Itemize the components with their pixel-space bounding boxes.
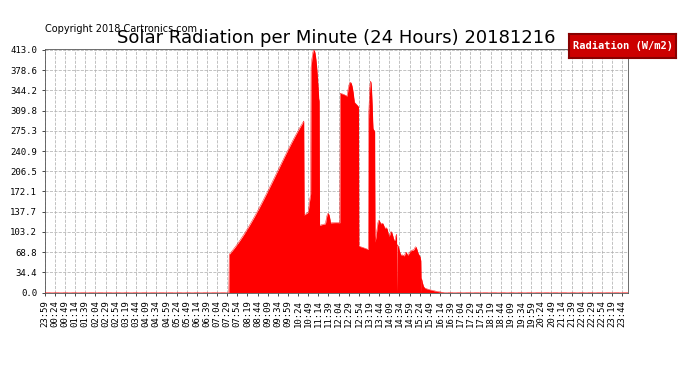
- Text: Radiation (W/m2): Radiation (W/m2): [573, 41, 673, 51]
- Text: Copyright 2018 Cartronics.com: Copyright 2018 Cartronics.com: [45, 24, 197, 34]
- Title: Solar Radiation per Minute (24 Hours) 20181216: Solar Radiation per Minute (24 Hours) 20…: [117, 29, 555, 47]
